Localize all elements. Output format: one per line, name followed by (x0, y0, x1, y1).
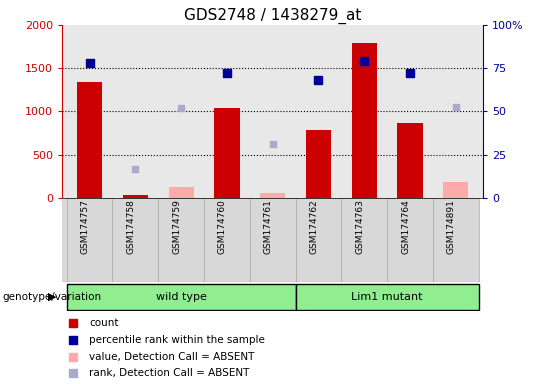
Text: wild type: wild type (156, 291, 207, 302)
Text: value, Detection Call = ABSENT: value, Detection Call = ABSENT (90, 352, 255, 362)
Bar (443, 182, 468, 198)
Bar (123, 195, 148, 198)
Title: GDS2748 / 1438279_at: GDS2748 / 1438279_at (184, 7, 361, 23)
Bar (158, 198, 204, 282)
Bar (352, 43, 377, 198)
Text: GSM174764: GSM174764 (401, 199, 410, 254)
Bar (341, 198, 387, 282)
Point (68, 370, 77, 376)
Bar (112, 198, 158, 282)
Point (85, 60, 94, 66)
Text: GSM174757: GSM174757 (80, 199, 90, 254)
Text: ▶: ▶ (48, 291, 57, 302)
Bar (295, 284, 479, 310)
Point (451, 104, 460, 110)
Text: GSM174891: GSM174891 (447, 199, 456, 254)
Bar (168, 187, 194, 198)
Bar (66, 198, 112, 282)
Text: Lim1 mutant: Lim1 mutant (352, 291, 423, 302)
Point (406, 70, 414, 76)
Point (268, 141, 277, 147)
Text: GSM174758: GSM174758 (126, 199, 136, 254)
Bar (433, 198, 479, 282)
Text: GSM174763: GSM174763 (355, 199, 364, 254)
Bar (77, 82, 102, 198)
Point (68, 320, 77, 326)
Bar (295, 198, 341, 282)
Point (177, 105, 185, 111)
Bar (250, 198, 295, 282)
Bar (387, 198, 433, 282)
Point (314, 77, 323, 83)
Point (222, 70, 231, 76)
Bar (214, 108, 240, 198)
Text: percentile rank within the sample: percentile rank within the sample (90, 335, 265, 345)
Text: genotype/variation: genotype/variation (3, 291, 102, 302)
Bar (306, 131, 331, 198)
Bar (204, 198, 250, 282)
Text: GSM174762: GSM174762 (309, 199, 319, 254)
Point (68, 337, 77, 343)
Text: rank, Detection Call = ABSENT: rank, Detection Call = ABSENT (90, 368, 250, 378)
Point (131, 166, 140, 172)
Text: GSM174761: GSM174761 (264, 199, 273, 254)
Text: GSM174759: GSM174759 (172, 199, 181, 254)
Bar (66, 284, 295, 310)
Bar (260, 194, 285, 198)
Point (68, 354, 77, 360)
Text: GSM174760: GSM174760 (218, 199, 227, 254)
Bar (397, 124, 423, 198)
Point (360, 58, 369, 64)
Bar (260, 195, 285, 198)
Text: count: count (90, 318, 119, 328)
